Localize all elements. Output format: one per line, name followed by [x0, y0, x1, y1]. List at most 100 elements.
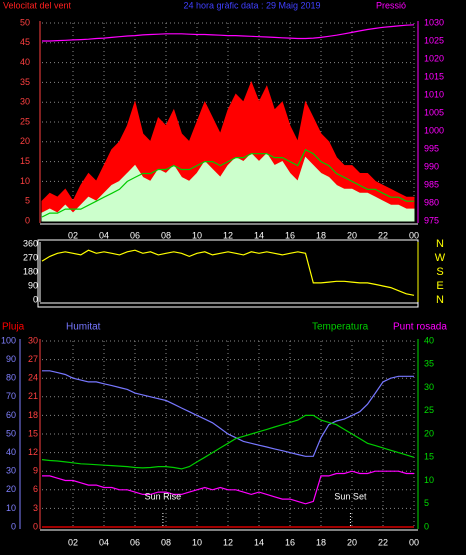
line [42, 370, 414, 457]
series-label: Pluja [2, 322, 25, 333]
y2-tick-label: 0 [424, 521, 429, 531]
x-tick-label: 08 [161, 230, 171, 240]
y3-tick-label: 30 [28, 335, 38, 345]
line [42, 470, 414, 505]
series-label: Punt rosada [393, 322, 447, 333]
x-tick-label: 20 [347, 230, 357, 240]
y2-tick-label: 25 [424, 405, 434, 415]
y3-tick-label: 12 [28, 447, 38, 457]
x-tick-label: 16 [285, 537, 295, 547]
y2-tick-label: 1025 [424, 35, 444, 45]
y-tick-label: 90 [6, 354, 16, 364]
y3-tick-label: 24 [28, 373, 38, 383]
x-tick-label: 04 [99, 230, 109, 240]
y2-tick-label: 15 [424, 452, 434, 462]
y-tick-label: 30 [20, 97, 30, 107]
x-tick-label: 08 [161, 537, 171, 547]
x-tick-label: 00 [409, 230, 419, 240]
x-tick-label: 06 [130, 537, 140, 547]
line [41, 148, 414, 218]
y-tick-label: 60 [6, 410, 16, 420]
y2-tick-label: 5 [424, 498, 429, 508]
x-tick-label: 12 [223, 537, 233, 547]
x-tick-label: 22 [378, 230, 388, 240]
x-tick-label: 04 [99, 537, 109, 547]
y2-axis-label: Pressió [376, 0, 406, 10]
annotation: Sun Rise [145, 491, 182, 501]
x-tick-label: 02 [68, 230, 78, 240]
y2-tick-label: N [436, 294, 444, 306]
y-tick-label: 80 [6, 373, 16, 383]
y-tick-label: 25 [20, 116, 30, 126]
series-label: Temperatura [312, 322, 369, 333]
y-tick-label: 360 [23, 238, 38, 248]
y2-tick-label: 995 [424, 143, 439, 153]
y2-tick-label: 985 [424, 179, 439, 189]
y-tick-label: 70 [6, 391, 16, 401]
y-tick-label: 0 [11, 521, 16, 531]
x-tick-label: 14 [254, 537, 264, 547]
y-tick-label: 90 [28, 280, 38, 290]
annotation: Sun Set [334, 491, 367, 501]
y2-tick-label: 1030 [424, 17, 444, 27]
chart-title: 24 hora gràfic data : 29 Maig 2019 [183, 0, 320, 10]
area [41, 152, 415, 222]
y-tick-label: 35 [20, 77, 30, 87]
y-tick-label: 50 [6, 428, 16, 438]
y3-tick-label: 21 [28, 391, 38, 401]
y2-tick-label: S [436, 266, 443, 278]
series-label: Humitat [66, 322, 101, 333]
y-tick-label: 0 [25, 215, 30, 225]
y-tick-label: 45 [20, 37, 30, 47]
x-tick-label: 14 [254, 230, 264, 240]
y-tick-label: 40 [6, 447, 16, 457]
y2-tick-label: W [435, 252, 446, 264]
y2-tick-label: 1015 [424, 71, 444, 81]
y-tick-label: 15 [20, 156, 30, 166]
x-tick-label: 10 [192, 230, 202, 240]
y3-tick-label: 6 [33, 484, 38, 494]
x-tick-label: 02 [68, 537, 78, 547]
y2-tick-label: 40 [424, 335, 434, 345]
y-tick-label: 20 [20, 136, 30, 146]
y2-tick-label: 1020 [424, 53, 444, 63]
y-tick-label: 30 [6, 466, 16, 476]
x-tick-label: 12 [223, 230, 233, 240]
y3-tick-label: 0 [33, 521, 38, 531]
y2-tick-label: N [436, 238, 444, 250]
panel-frame [37, 239, 419, 308]
x-tick-label: 00 [409, 537, 419, 547]
x-tick-label: 18 [316, 537, 326, 547]
line [42, 24, 415, 42]
y-tick-label: 40 [20, 57, 30, 67]
x-tick-label: 20 [347, 537, 357, 547]
x-tick-label: 06 [130, 230, 140, 240]
y-tick-label: 20 [6, 484, 16, 494]
y2-tick-label: 10 [424, 475, 434, 485]
y2-tick-label: 975 [424, 215, 439, 225]
y-tick-label: 100 [1, 335, 16, 345]
x-tick-label: 10 [192, 537, 202, 547]
y-tick-label: 10 [6, 503, 16, 513]
y2-tick-label: 20 [424, 428, 434, 438]
y-tick-label: 5 [25, 196, 30, 206]
y3-tick-label: 18 [28, 410, 38, 420]
y-tick-label: 270 [23, 252, 38, 262]
y2-tick-label: 990 [424, 161, 439, 171]
y2-tick-label: 35 [424, 359, 434, 369]
y2-tick-label: 1010 [424, 89, 444, 99]
line [41, 414, 415, 470]
y-tick-label: 50 [20, 17, 30, 27]
x-tick-label: 22 [378, 537, 388, 547]
y3-tick-label: 3 [33, 503, 38, 513]
x-tick-label: 16 [285, 230, 295, 240]
y2-tick-label: E [436, 280, 443, 292]
x-tick-label: 18 [316, 230, 326, 240]
y3-tick-label: 15 [28, 428, 38, 438]
y2-tick-label: 1000 [424, 125, 444, 135]
y3-tick-label: 9 [33, 466, 38, 476]
y-tick-label: 0 [33, 294, 38, 304]
y3-tick-label: 27 [28, 354, 38, 364]
